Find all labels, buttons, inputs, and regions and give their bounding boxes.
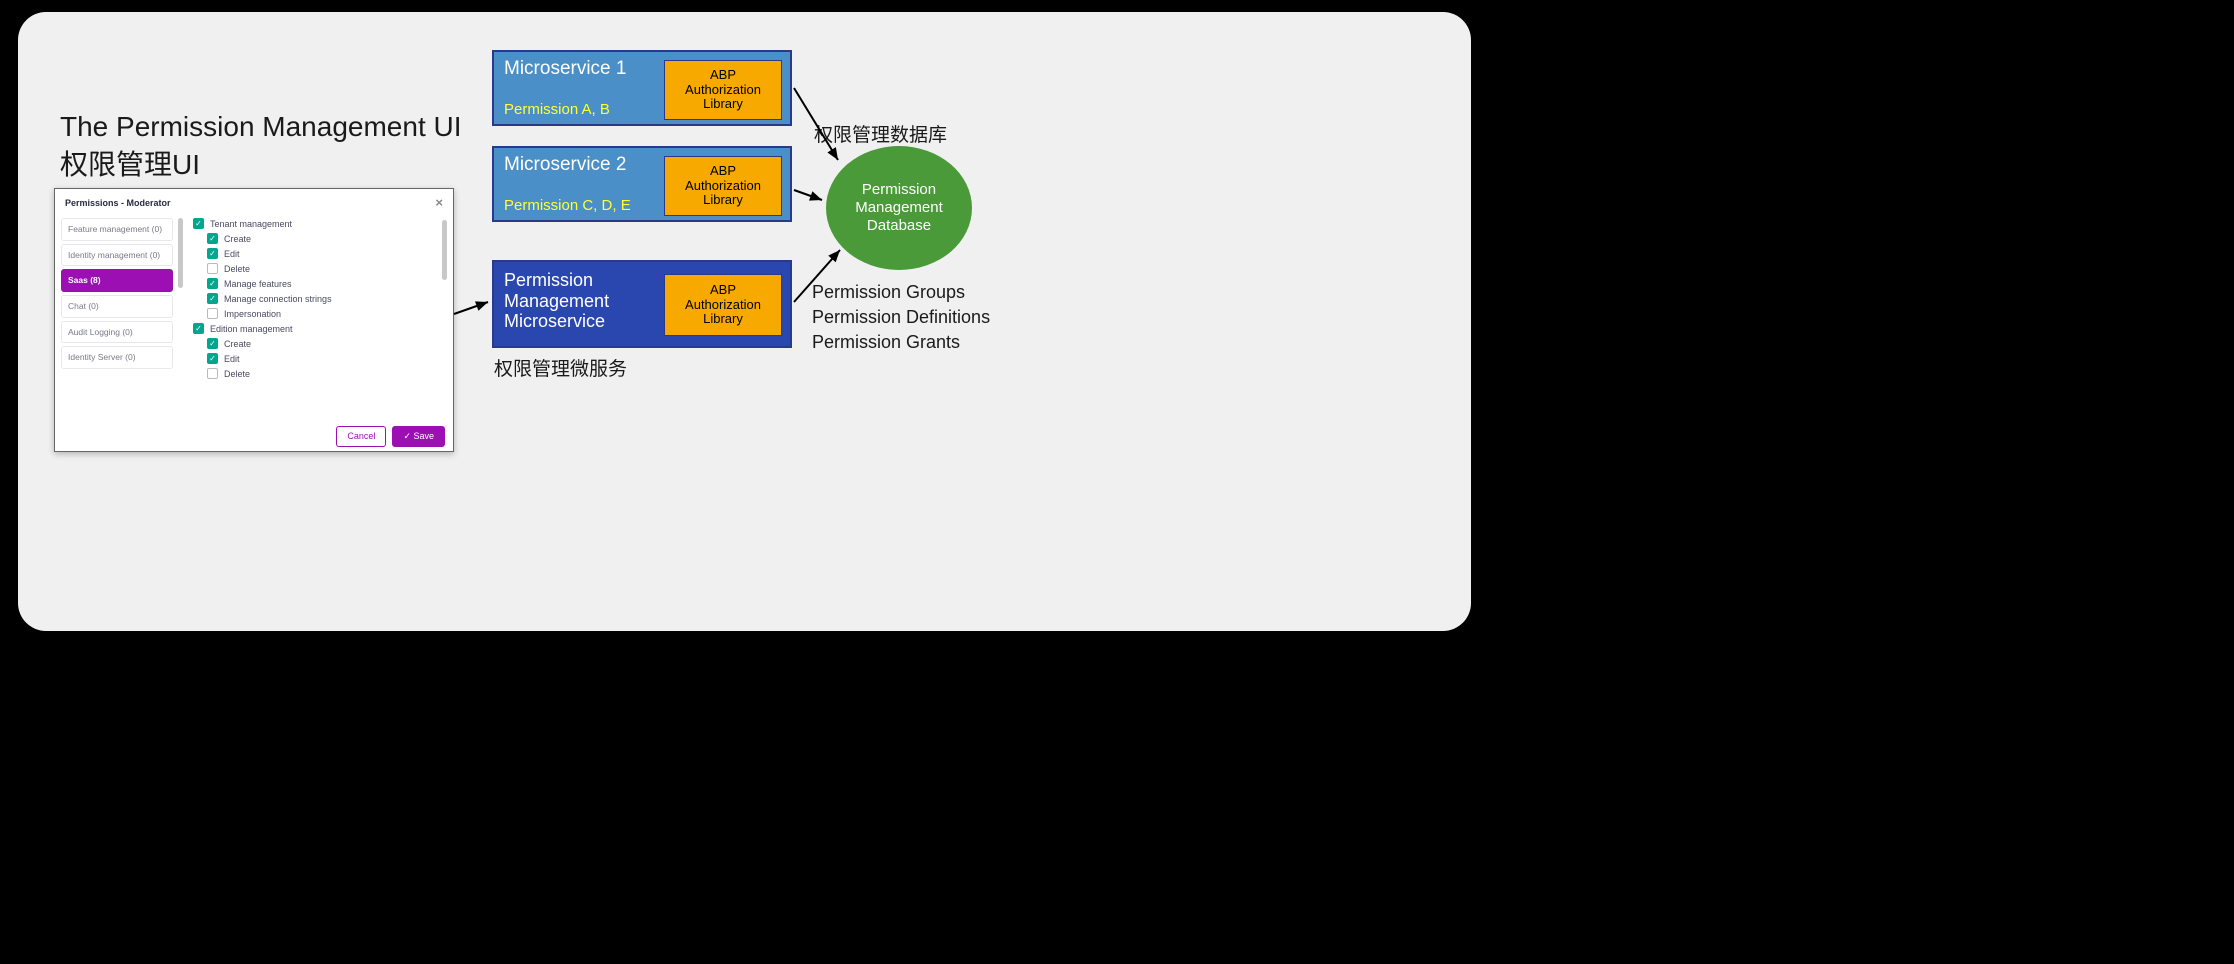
category-item[interactable]: Chat (0) [61,295,173,318]
service-title: PermissionManagementMicroservice [504,270,609,332]
save-button[interactable]: Save [392,426,445,447]
permission-label: Edit [224,354,240,364]
auth-library-box: ABPAuthorizationLibrary [664,274,782,336]
database-contents: Permission Groups Permission Definitions… [812,280,990,356]
permissions-modal: Permissions - Moderator × Feature manage… [54,188,454,452]
permission-label: Manage connection strings [224,294,332,304]
checkbox[interactable] [193,218,204,229]
category-item[interactable]: Identity management (0) [61,244,173,267]
heading-line1: The Permission Management UI [60,108,462,146]
db-item: Permission Groups [812,280,990,305]
permission-row: Delete [193,263,449,274]
auth-library-box: ABPAuthorizationLibrary [664,156,782,216]
checkbox[interactable] [207,368,218,379]
database-caption: 权限管理数据库 [814,120,947,147]
permission-row: Create [193,233,449,244]
heading-line2: 权限管理UI [60,146,462,184]
database-node: Permission Management Database [826,146,972,270]
service-box-ms2: Microservice 2 Permission C, D, E ABPAutho… [492,146,792,222]
modal-body: Feature management (0) Identity managemen… [55,214,453,426]
permission-label: Delete [224,264,250,274]
checkbox[interactable] [207,278,218,289]
permission-row: Create [193,338,449,349]
checkbox[interactable] [207,263,218,274]
category-item[interactable]: Identity Server (0) [61,346,173,369]
permission-row: Edit [193,248,449,259]
modal-title: Permissions - Moderator [65,198,171,208]
category-item[interactable]: Feature management (0) [61,218,173,241]
checkbox[interactable] [193,323,204,334]
permission-label: Edit [224,249,240,259]
pmm-caption: 权限管理微服务 [494,354,627,381]
db-item: Permission Grants [812,330,990,355]
auth-library-box: ABPAuthorizationLibrary [664,60,782,120]
db-line: Permission [862,181,936,199]
checkbox[interactable] [207,353,218,364]
checkbox[interactable] [207,293,218,304]
db-line: Management [855,199,943,217]
checkbox[interactable] [207,338,218,349]
permission-label: Tenant management [210,219,292,229]
slide-canvas: The Permission Management UI 权限管理UI Perm… [18,12,1471,631]
checkbox[interactable] [207,233,218,244]
permission-row: Delete [193,368,449,379]
modal-footer: Cancel Save [336,426,445,447]
permission-row: Manage features [193,278,449,289]
permission-label: Delete [224,369,250,379]
service-title: Microservice 2 [504,154,626,176]
permission-label: Edition management [210,324,293,334]
category-list: Feature management (0) Identity managemen… [61,218,183,426]
permission-row: Edition management [193,323,449,334]
permission-row: Edit [193,353,449,364]
checkbox[interactable] [207,308,218,319]
close-icon[interactable]: × [435,195,443,210]
permission-tree: Tenant management Create Edit Delete Manage … [183,218,449,426]
service-box-pmm: PermissionManagementMicroservice ABPAutho… [492,260,792,348]
permission-label: Manage features [224,279,292,289]
service-box-ms1: Microservice 1 Permission A, B ABPAuthoriz… [492,50,792,126]
service-permissions: Permission C, D, E [504,197,631,214]
permission-label: Create [224,339,251,349]
category-item[interactable]: Audit Logging (0) [61,321,173,344]
permission-row: Manage connection strings [193,293,449,304]
checkbox[interactable] [207,248,218,259]
cancel-button[interactable]: Cancel [336,426,386,447]
service-title: Microservice 1 [504,58,626,80]
service-permissions: Permission A, B [504,101,610,118]
db-line: Database [867,217,931,235]
modal-header: Permissions - Moderator × [55,189,453,214]
permission-row: Impersonation [193,308,449,319]
permission-row: Tenant management [193,218,449,229]
heading: The Permission Management UI 权限管理UI [60,108,462,184]
permission-label: Impersonation [224,309,281,319]
category-item[interactable]: Saas (8) [61,269,173,292]
scrollbar-thumb[interactable] [442,220,447,280]
db-item: Permission Definitions [812,305,990,330]
permission-label: Create [224,234,251,244]
